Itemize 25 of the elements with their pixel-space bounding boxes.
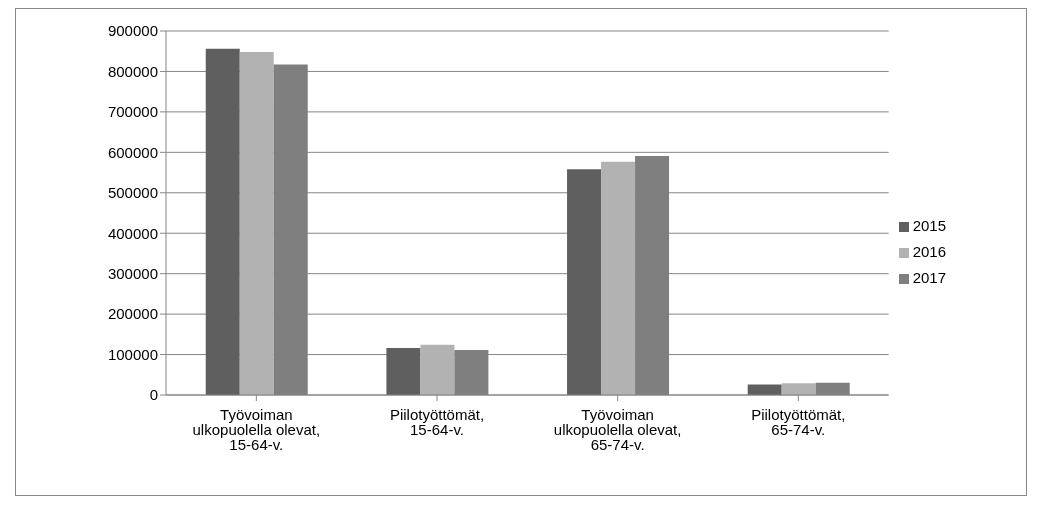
y-tick-label: 600000 <box>107 143 158 161</box>
bar <box>205 48 240 395</box>
x-tick-label: Piilotyöttömät, 15-64-v. <box>389 405 485 438</box>
y-tick-label: 500000 <box>107 184 158 202</box>
y-tick-label: 400000 <box>107 224 158 242</box>
x-tick-label: Työvoiman ulkopuolella olevat, 65-74-v. <box>553 405 682 453</box>
y-tick-label: 800000 <box>107 62 158 80</box>
bar <box>601 161 636 395</box>
bar <box>239 52 274 395</box>
bar <box>781 383 816 395</box>
y-tick-label: 300000 <box>107 264 158 282</box>
y-tick-label: 0 <box>149 386 158 404</box>
legend-label: 2015 <box>912 217 946 234</box>
bar <box>420 344 455 395</box>
y-tick-label: 900000 <box>107 22 158 40</box>
bar <box>386 348 421 395</box>
y-tick-label: 700000 <box>107 103 158 121</box>
legend-label: 2017 <box>912 269 946 286</box>
x-tick-label: Työvoiman ulkopuolella olevat, 15-64-v. <box>192 405 321 453</box>
bar <box>567 169 602 395</box>
x-tick-label: Piilotyöttömät, 65-74-v. <box>751 405 846 438</box>
y-tick-label: 200000 <box>107 305 158 323</box>
y-tick-label: 100000 <box>107 345 158 363</box>
bar <box>747 384 782 395</box>
legend-label: 2016 <box>912 243 946 260</box>
